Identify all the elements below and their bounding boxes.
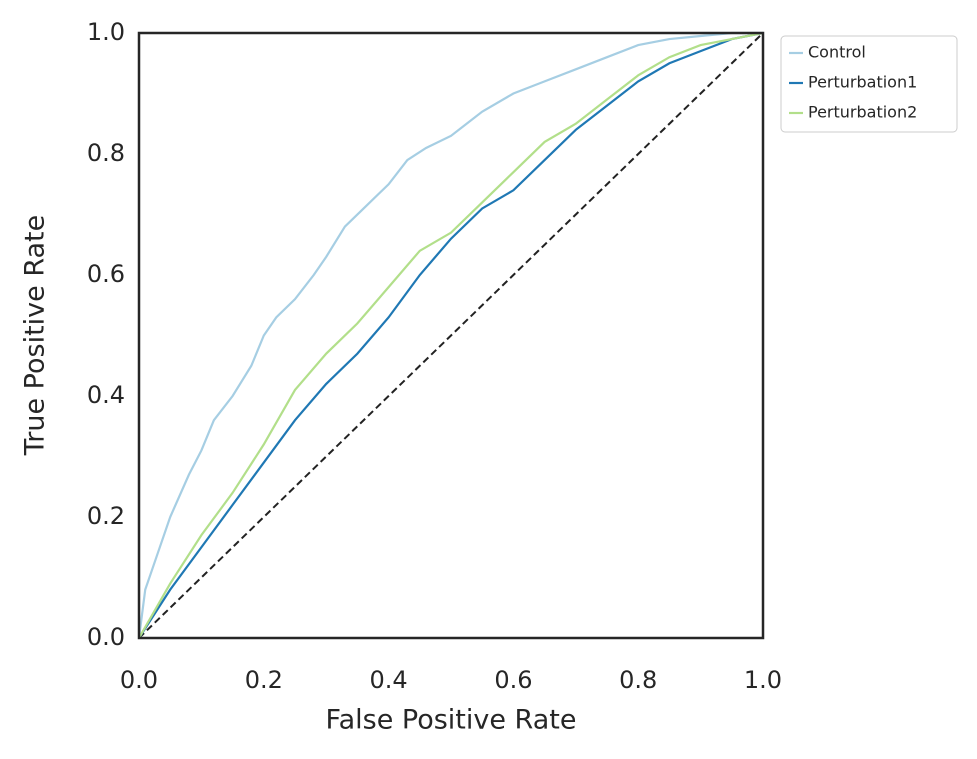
y-tick-label: 0.6	[87, 260, 125, 288]
series-line	[138, 31, 764, 639]
x-tick-label: 1.0	[744, 666, 782, 694]
x-axis-label: False Positive Rate	[326, 705, 577, 736]
y-tick-label: 0.4	[87, 381, 125, 409]
series-line	[137, 31, 763, 639]
legend-label: Control	[808, 43, 866, 62]
y-axis-label: True Positive Rate	[20, 215, 51, 457]
legend-label: Perturbation2	[808, 103, 917, 122]
legend-frame	[780, 35, 958, 133]
series-line	[138, 31, 764, 639]
x-tick-label: 0.8	[619, 666, 657, 694]
plot-frame	[137, 31, 765, 640]
x-tick-label: 0.0	[120, 666, 158, 694]
reference-line	[138, 32, 764, 639]
y-tick-label: 0.8	[87, 139, 125, 167]
x-tick-label: 0.2	[245, 666, 283, 694]
x-tick-label: 0.6	[494, 666, 532, 694]
x-tick-label: 0.4	[370, 666, 408, 694]
y-tick-label: 1.0	[87, 18, 125, 46]
y-tick-label: 0.2	[87, 502, 125, 530]
y-tick-label: 0.0	[87, 623, 125, 651]
legend-label: Perturbation1	[808, 73, 917, 92]
